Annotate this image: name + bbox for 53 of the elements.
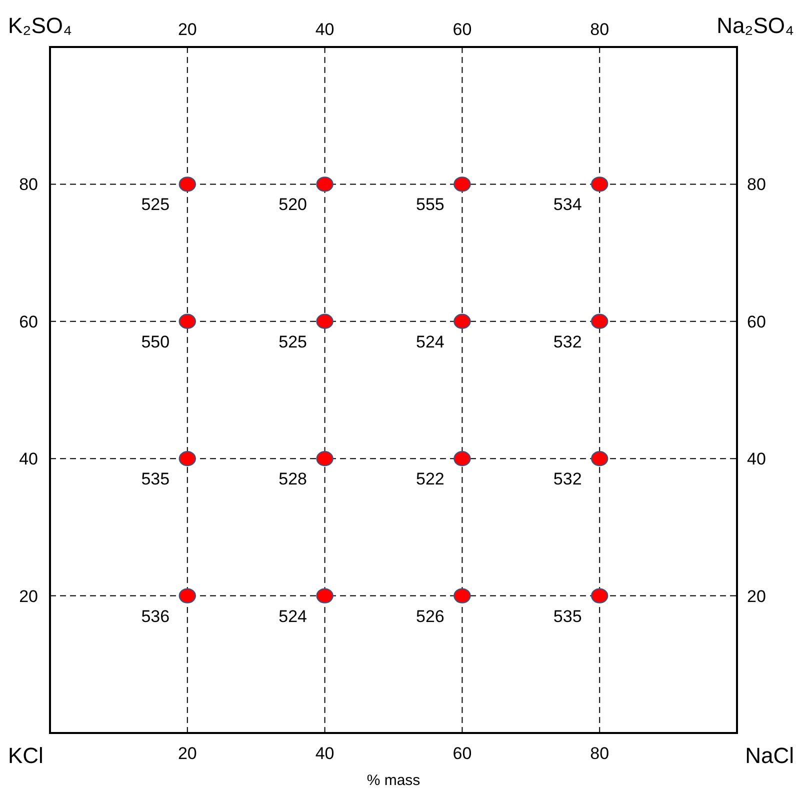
x-tick-label: 80 [590, 20, 610, 39]
point [316, 451, 334, 466]
y2-tick-label: 80 [747, 175, 766, 194]
y-tick-label: 60 [19, 312, 38, 332]
x2-tick-label: 40 [315, 744, 334, 763]
y-tick-label: 20 [19, 586, 38, 606]
annotation: 536 [141, 606, 170, 626]
annotation: 534 [553, 195, 582, 214]
point [178, 314, 196, 329]
point [316, 314, 334, 329]
y2-tick-label: 40 [747, 450, 766, 469]
point [454, 451, 471, 466]
annotation: 528 [278, 470, 307, 489]
point [454, 314, 471, 329]
text: Na₂SO₄ [716, 13, 794, 38]
annotation: 550 [141, 332, 170, 352]
annotation: 524 [416, 332, 444, 352]
point [316, 588, 334, 604]
x-tick-label: 60 [452, 20, 472, 39]
annotation: 532 [553, 470, 582, 489]
point [178, 176, 196, 192]
annotation: 520 [278, 195, 307, 214]
y2-tick-label: 60 [747, 312, 766, 332]
x2-tick-label: 20 [178, 744, 197, 763]
x2-tick-label: 80 [590, 744, 610, 763]
x-tick-label: 40 [315, 20, 334, 39]
y-tick-label: 80 [19, 175, 38, 194]
annotation: 535 [141, 470, 170, 489]
annotation: 526 [416, 606, 444, 626]
point [454, 588, 471, 604]
annotation: 535 [553, 606, 582, 626]
annotation: 555 [416, 195, 444, 214]
point [591, 176, 608, 192]
annotation: 522 [416, 470, 444, 489]
y-tick-label: 40 [19, 450, 38, 469]
y2-tick-label: 20 [747, 586, 766, 606]
point [454, 176, 471, 192]
x2-tick-label: 60 [452, 744, 472, 763]
point [316, 176, 334, 192]
annotation: 532 [553, 332, 582, 352]
text: KCl [8, 743, 44, 768]
annotation: 525 [141, 195, 170, 214]
text: K₂SO₄ [8, 13, 72, 38]
point [178, 451, 196, 466]
point [591, 314, 608, 329]
x-tick-label: 20 [178, 20, 197, 39]
text: NaCl [745, 743, 794, 768]
annotation: 524 [278, 606, 307, 626]
point [591, 588, 608, 604]
point [178, 588, 196, 604]
x-axis-title: % mass [366, 772, 420, 789]
annotation: 525 [278, 332, 307, 352]
point [591, 451, 608, 466]
